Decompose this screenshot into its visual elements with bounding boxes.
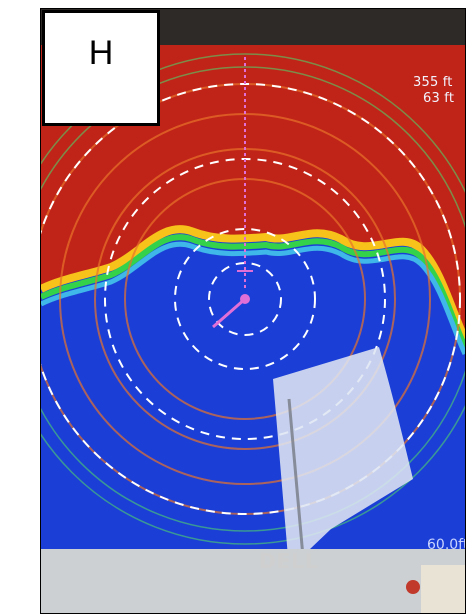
panel-label-box: H [42,10,160,126]
red-sticker [406,580,420,594]
reflection-object [287,398,304,549]
screen-reflection [273,347,413,549]
monitor-brand-logo: DELL [259,549,319,573]
echo-fringe-green [41,234,465,349]
own-ship-marker [240,294,250,304]
depth-reading-upper: 355 ft [413,75,453,90]
range-ring-1 [208,262,282,336]
echo-fringe-cyan [41,241,465,356]
depth-reading-lower: 63 ft [423,91,455,106]
panel-label: H [88,33,114,72]
monitor-bottom-bezel [41,549,465,613]
bearing-line [212,297,246,329]
echo-fringe-yellow [41,225,465,341]
paper-on-desk [421,565,465,613]
range-ring-2 [174,228,316,370]
range-readout: 60.0ft [427,537,466,553]
